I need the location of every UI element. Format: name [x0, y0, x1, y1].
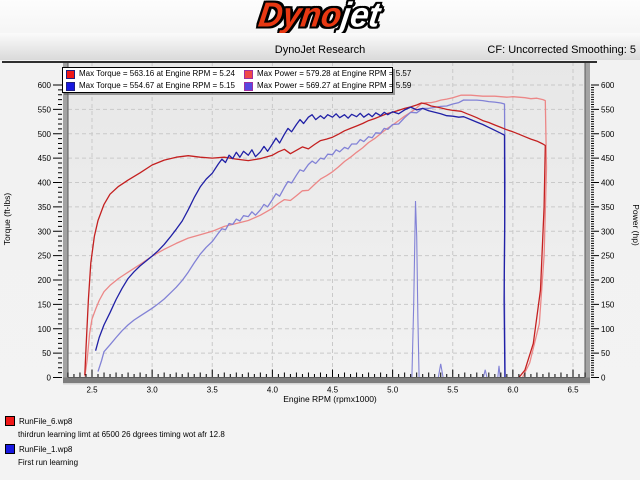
left-tick-label: 0 — [47, 374, 52, 383]
blue-bump-1 — [437, 363, 444, 378]
right-tick-label: 450 — [601, 154, 615, 163]
legend-entry-text: Max Torque = 563.16 at Engine RPM = 5.24 — [79, 69, 235, 78]
legend-entry: Max Power = 569.27 at Engine RPM = 5.59 — [244, 81, 412, 91]
legend-entry: Max Power = 579.28 at Engine RPM = 5.57 — [244, 69, 412, 79]
runfile-description: thirdrun learning limt at 6500 26 dgrees… — [18, 430, 225, 439]
legend-entry: Max Torque = 554.67 at Engine RPM = 5.15 — [66, 81, 244, 91]
legend-swatch-torque-run1 — [66, 81, 75, 91]
legend-entry-text: Max Power = 569.27 at Engine RPM = 5.59 — [257, 81, 412, 90]
right-tick-label: 500 — [601, 130, 615, 139]
legend-swatch-power-run6 — [244, 69, 253, 79]
left-tick-label: 300 — [38, 227, 52, 236]
right-tick-label: 300 — [601, 227, 615, 236]
run-file-item: RunFile_1.wp8 First run learning — [5, 444, 225, 467]
left-tick-label: 450 — [38, 154, 52, 163]
dyno-chart: 0 0 50 50 100 100 150 150 200 200 250 250 300 300 350 3… — [2, 61, 640, 404]
logo-jet-text: jet — [339, 0, 384, 34]
logo-dyno-text: Dyno — [256, 0, 345, 34]
left-tick-label: 250 — [38, 252, 52, 261]
max-values-legend: Max Torque = 563.16 at Engine RPM = 5.24… — [62, 67, 411, 93]
right-tick-label: 150 — [601, 300, 615, 309]
right-axis-title: Power (hp) — [631, 204, 640, 246]
run-file-list: RunFile_6.wp8 thirdrun learning limt at … — [5, 414, 225, 472]
legend-swatch-torque-run6 — [66, 69, 75, 79]
report-title: DynoJet Research — [274, 44, 366, 56]
x-tick-label: 6.5 — [567, 386, 579, 395]
x-axis-title: Engine RPM (rpmx1000) — [283, 394, 377, 404]
blue-bump-2 — [482, 369, 488, 378]
run-file-item: RunFile_6.wp8 thirdrun learning limt at … — [5, 416, 225, 439]
runfile-swatch-run6 — [5, 416, 15, 426]
x-axis-band-light — [63, 383, 590, 385]
left-tick-label: 50 — [42, 349, 51, 358]
right-tick-label: 100 — [601, 325, 615, 334]
legend-entry-text: Max Torque = 554.67 at Engine RPM = 5.15 — [79, 81, 235, 90]
run-file-header: RunFile_1.wp8 — [5, 444, 225, 454]
left-axis-title: Torque (ft-lbs) — [2, 193, 12, 246]
x-tick-label: 2.5 — [86, 386, 98, 395]
curve-runfile6-power-hp — [84, 94, 548, 378]
right-tick-label: 50 — [601, 349, 610, 358]
right-axis-band — [585, 62, 590, 383]
runfile-name: RunFile_6.wp8 — [19, 416, 73, 426]
x-tick-label: 3.5 — [207, 386, 219, 395]
right-tick-label: 400 — [601, 179, 615, 188]
left-tick-label: 350 — [38, 203, 52, 212]
right-tick-label: 350 — [601, 203, 615, 212]
curve-runfile6-torque-ftlbs — [84, 102, 546, 378]
left-tick-label: 200 — [38, 276, 52, 285]
curve-runfile1-torque-ftlbs — [94, 106, 506, 378]
legend-entry-text: Max Power = 579.28 at Engine RPM = 5.57 — [257, 69, 412, 78]
blue-spike-glitch — [411, 200, 420, 378]
dynojet-logo-text: Dynojet — [256, 0, 384, 35]
legend-entry: Max Torque = 563.16 at Engine RPM = 5.24 — [66, 69, 244, 79]
x-tick-label: 3.0 — [147, 386, 159, 395]
x-tick-label: 4.0 — [267, 386, 279, 395]
correction-smoothing-info: CF: Uncorrected Smoothing: 5 — [487, 44, 636, 56]
left-tick-label: 150 — [38, 300, 52, 309]
runfile-name: RunFile_1.wp8 — [19, 444, 73, 454]
right-tick-label: 200 — [601, 276, 615, 285]
run-file-header: RunFile_6.wp8 — [5, 416, 225, 426]
report-header-strip: DynoJet Research CF: Uncorrected Smoothi… — [0, 33, 640, 60]
x-tick-label: 4.5 — [327, 386, 339, 395]
left-tick-label: 100 — [38, 325, 52, 334]
left-axis-band — [63, 62, 68, 383]
right-tick-label: 550 — [601, 105, 615, 114]
x-tick-label: 5.0 — [387, 386, 399, 395]
runfile-description: First run learning — [18, 458, 79, 467]
right-tick-label: 0 — [601, 374, 606, 383]
runfile-swatch-run1 — [5, 444, 15, 454]
legend-swatch-power-run1 — [244, 81, 253, 91]
left-tick-label: 400 — [38, 179, 52, 188]
left-tick-label: 600 — [38, 81, 52, 90]
right-tick-label: 250 — [601, 252, 615, 261]
plot-background — [68, 62, 585, 378]
blue-bump-3 — [497, 365, 501, 378]
left-tick-label: 550 — [38, 105, 52, 114]
right-tick-label: 600 — [601, 81, 615, 90]
dynojet-logo: Dynojet — [0, 0, 640, 34]
left-tick-label: 500 — [38, 130, 52, 139]
x-tick-label: 5.5 — [447, 386, 459, 395]
x-tick-label: 6.0 — [507, 386, 519, 395]
x-axis-band — [63, 377, 590, 383]
